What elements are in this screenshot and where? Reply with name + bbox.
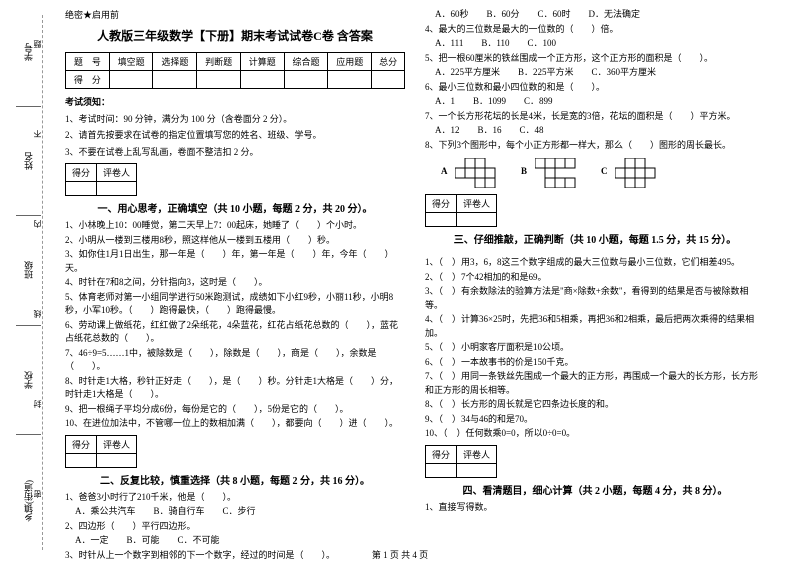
q1-4: 4、时针在7和8之间，分针指向3，这时是（ ）。 [65,276,405,290]
score-table: 题 号 填空题 选择题 判断题 计算题 综合题 应用题 总分 得 分 [65,52,405,89]
score-col: 填空题 [109,53,153,71]
dash-label: 不 [32,130,43,138]
q1-9: 9、把一根绳子平均分成6份，每份是它的（ ），5份是它的（ ）。 [65,403,405,417]
dash-label: 线 [32,310,43,318]
q3-3: 3、（ ）有余数除法的验算方法是"商×除数+余数"，看得到的结果是否与被除数相等… [425,285,765,312]
score-row2: 得 分 [66,71,110,89]
score-col: 判断题 [197,53,241,71]
mini-grader: 评卷人 [457,195,497,213]
exam-notice: 1、考试时间：90 分钟，满分为 100 分（含卷面分 2 分）。 2、请首先按… [65,112,405,159]
notice-item: 2、请首先按要求在试卷的指定位置填写您的姓名、班级、学号。 [65,128,405,142]
notice-item: 1、考试时间：90 分钟，满分为 100 分（含卷面分 2 分）。 [65,112,405,126]
dash-label: 密 [32,490,43,498]
mini-score: 得分 [66,435,97,453]
q2-8: 8、下列3个图形中，每个小正方形都一样大，那么（ ）图形的周长最长。 [425,139,765,153]
shape-b-label: B [521,166,527,176]
confidential-label: 绝密★启用前 [65,8,405,21]
shape-b: B [535,158,585,188]
fold-line [42,15,43,550]
q3-2: 2、（ ）7个42相加的和是69。 [425,271,765,285]
q3-9: 9、（ ）34与46的和是70。 [425,413,765,427]
q3-8: 8、（ ）长方形的周长就是它四条边长度的和。 [425,398,765,412]
section2-title: 二、反复比较，慎重选择（共 8 小题，每题 2 分，共 16 分）。 [65,472,405,487]
score-col: 题 号 [66,53,110,71]
sidebar-line [16,215,41,216]
sidebar-school: 学校 [22,371,35,389]
mini-score: 得分 [426,195,457,213]
notice-item: 3、不要在试卷上乱写乱画，卷面不整洁扣 2 分。 [65,145,405,159]
mini-score: 得分 [66,164,97,182]
score-col: 应用题 [328,53,372,71]
grader-table: 得分评卷人 [65,163,137,196]
q2-1: 1、爸爸3小时行了210千米，他是（ ）。 [65,491,405,505]
section4-title: 四、看清题目，细心计算（共 2 小题，每题 4 分，共 8 分）。 [425,482,765,497]
score-col: 计算题 [240,53,284,71]
q1-3: 3、如你住1月1日出生，那一年是（ ）年，第一年是（ ）年，今年（ ）天。 [65,248,405,275]
q3-6: 6、（ ）一本故事书的价是150千克。 [425,356,765,370]
q1-10: 10、在进位加法中，不管哪一位上的数相加满（ ），都要向（ ）进（ ）。 [65,417,405,431]
grader-table: 得分评卷人 [65,435,137,468]
q2-7-opts: A．12 B．16 C．48 [425,124,765,138]
q1-1: 1、小林晚上10：00睡觉，第二天早上7：00起床，她睡了（ ）个小时。 [65,219,405,233]
q2-5-opts: A．225平方厘米 B．225平方米 C．360平方厘米 [425,66,765,80]
score-col: 总分 [372,53,405,71]
left-column: 绝密★启用前 人教版三年级数学【下册】期末考试试卷C卷 含答案 题 号 填空题 … [55,8,415,540]
score-col: 综合题 [284,53,328,71]
q3-7: 7、（ ）用同一条铁丝先围成一个最大的正方形，再围成一个最大的长方形，长方形和正… [425,370,765,397]
q1-5: 5、体育老师对第一小组同学进行50米跑测试，成绩如下小红9秒，小丽11秒，小明8… [65,291,405,318]
dash-label: 内 [32,220,43,228]
notice-heading: 考试须知： [65,95,405,108]
section1-title: 一、用心思考，正确填空（共 10 小题，每题 2 分，共 20 分）。 [65,200,405,215]
shape-c: C [615,158,665,188]
polyomino-b-icon [535,158,585,188]
shape-a-label: A [441,166,448,176]
grader-table: 得分评卷人 [425,445,497,478]
sidebar-name: 姓名 [22,152,35,170]
section3-title: 三、仔细推敲，正确判断（共 10 小题，每题 1.5 分，共 15 分）。 [425,231,765,246]
dash-label: 封 [32,400,43,408]
mini-grader: 评卷人 [457,445,497,463]
q2-4: 4、最大的三位数是最大的一位数的（ ）倍。 [425,23,765,37]
q1-2: 2、小明从一楼到三楼用8秒，照这样他从一楼到五楼用（ ）秒。 [65,234,405,248]
q2-7: 7、一个长方形花坛的长是4米，长是宽的3倍，花坛的面积是（ ）平方米。 [425,110,765,124]
q2-6: 6、最小三位数和最小四位数的和是（ ）。 [425,81,765,95]
q2-4-opts: A．111 B．110 C．100 [425,37,765,51]
q2-5: 5、把一根60厘米的铁丝围成一个正方形，这个正方形的面积是（ ）。 [425,52,765,66]
page-footer: 第 1 页 共 4 页 [0,548,800,561]
q1-7: 7、46÷9=5……1中，被除数是（ ），除数是（ ），商是（ ），余数是（ ）… [65,347,405,374]
q2-2-opts: A．一定 B．可能 C．不可能 [65,534,405,548]
shape-a: A [455,158,505,188]
mini-grader: 评卷人 [97,164,137,182]
exam-title: 人教版三年级数学【下册】期末考试试卷C卷 含答案 [65,27,405,44]
q3-5: 5、（ ）小明家客厅面积是10公顷。 [425,341,765,355]
sidebar-town: 乡镇(街道) [22,480,35,522]
q3-10: 10、（ ）任何数乘0=0，所以0÷0=0。 [425,427,765,441]
sidebar-line [16,434,41,435]
right-column: A．60秒 B．60分 C．60时 D．无法确定 4、最大的三位数是最大的一位数… [415,8,775,540]
q1-8: 8、时针走1大格，秒针正好走（ ），是（ ）秒。分针走1大格是（ ）分，时针走1… [65,375,405,402]
sidebar-line [16,106,41,107]
mini-grader: 评卷人 [97,435,137,453]
score-col: 选择题 [153,53,197,71]
shape-c-label: C [601,166,608,176]
polyomino-a-icon [455,158,505,188]
q2-3-opts: A．60秒 B．60分 C．60时 D．无法确定 [425,8,765,22]
sidebar-class: 班级 [22,261,35,279]
q3-4: 4、（ ）计算36×25时，先把36和5相乘，再把36和2相乘，最后把两次乘得的… [425,313,765,340]
q1-6: 6、劳动课上做纸花，红红做了2朵纸花，4朵蓝花，红花占纸花总数的（ ），蓝花占纸… [65,319,405,346]
q2-2: 2、四边形（ ）平行四边形。 [65,520,405,534]
q4-1: 1、直接写得数。 [425,501,765,515]
dash-label: 题 [32,40,43,48]
q2-6-opts: A．1 B．1099 C．899 [425,95,765,109]
grader-table: 得分评卷人 [425,194,497,227]
polyomino-c-icon [615,158,665,188]
page-content: 绝密★启用前 人教版三年级数学【下册】期末考试试卷C卷 含答案 题 号 填空题 … [0,0,800,540]
mini-score: 得分 [426,445,457,463]
q2-1-opts: A．乘公共汽车 B．骑自行车 C．步行 [65,505,405,519]
q3-1: 1、（ ）用3，6，8这三个数字组成的最大三位数与最小三位数，它们相差495。 [425,256,765,270]
shape-options: A B C [455,158,765,188]
sidebar-line [16,325,41,326]
